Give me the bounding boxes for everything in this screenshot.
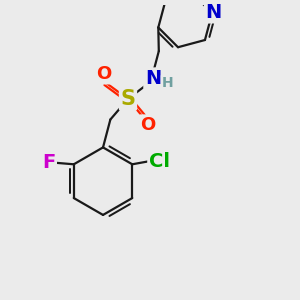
Text: O: O — [97, 65, 112, 83]
Text: H: H — [162, 76, 173, 90]
Text: N: N — [145, 69, 161, 88]
Text: S: S — [121, 89, 136, 109]
Text: F: F — [42, 153, 56, 172]
Text: O: O — [140, 116, 156, 134]
Text: N: N — [206, 3, 222, 22]
Text: Cl: Cl — [149, 152, 170, 171]
